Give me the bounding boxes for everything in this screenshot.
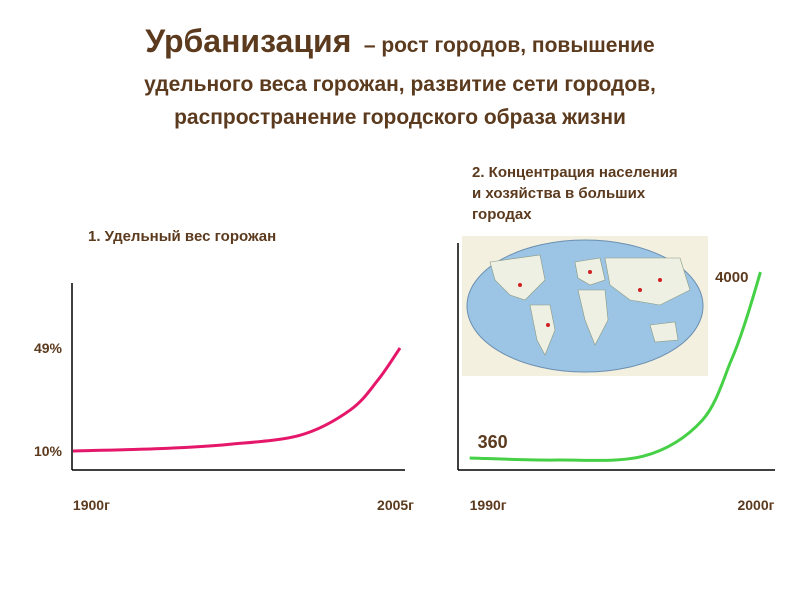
x-tick-label: 2005г: [377, 497, 414, 513]
x-tick-label: 1990г: [470, 497, 507, 513]
map-land: [489, 254, 546, 301]
title-line: – рост городов, повышение: [364, 34, 655, 57]
chart-title: 2. Концентрация населения: [472, 164, 678, 181]
map-city: [658, 278, 662, 282]
chart-title: городах: [472, 206, 532, 223]
data-label: 360: [478, 432, 508, 452]
world-map: [462, 236, 708, 376]
y-tick-label: 10%: [34, 443, 63, 459]
slide-title: Урбанизация – рост городов, повышение: [145, 23, 654, 59]
y-tick-label: 49%: [34, 340, 63, 356]
map-city: [588, 270, 592, 274]
x-tick-label: 2000г: [737, 497, 774, 513]
title-line: удельного веса горожан, развитие сети го…: [144, 73, 656, 96]
map-city: [518, 283, 522, 287]
x-tick-label: 1900г: [73, 497, 110, 513]
data-line: [469, 271, 762, 462]
map-land: [529, 304, 556, 356]
map-city: [638, 288, 642, 292]
data-label: 4000: [715, 269, 748, 286]
map-land: [577, 289, 609, 346]
chart-title: и хозяйства в больших: [472, 185, 646, 202]
title-line: распространение городского образа жизни: [174, 106, 626, 129]
map-land: [604, 257, 691, 306]
map-land: [649, 321, 679, 343]
chart-title: 1. Удельный вес горожан: [88, 228, 276, 245]
data-line: [72, 347, 402, 453]
map-city: [546, 323, 550, 327]
title-term: Урбанизация: [145, 23, 351, 59]
